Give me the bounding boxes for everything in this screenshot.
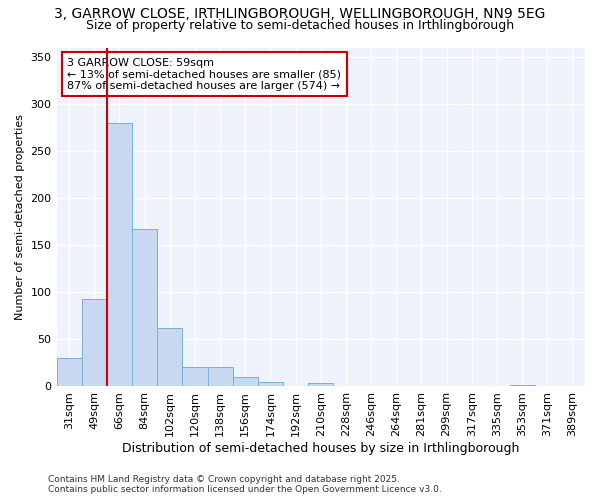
Bar (132, 229, 157, 386)
X-axis label: Distribution of semi-detached houses by size in Irthlingborough: Distribution of semi-detached houses by … (122, 442, 520, 455)
Bar (182, 366, 208, 386)
Bar (509, 384, 535, 386)
Bar (208, 366, 233, 386)
Text: Contains HM Land Registry data © Crown copyright and database right 2025.
Contai: Contains HM Land Registry data © Crown c… (48, 474, 442, 494)
Bar (233, 377, 258, 386)
Bar (258, 382, 283, 386)
Bar (82, 299, 107, 386)
Bar (157, 328, 182, 386)
Bar (56, 358, 82, 386)
Text: Size of property relative to semi-detached houses in Irthlingborough: Size of property relative to semi-detach… (86, 19, 514, 32)
Text: 3, GARROW CLOSE, IRTHLINGBOROUGH, WELLINGBOROUGH, NN9 5EG: 3, GARROW CLOSE, IRTHLINGBOROUGH, WELLIN… (55, 8, 545, 22)
Bar (107, 123, 132, 386)
Text: 3 GARROW CLOSE: 59sqm
← 13% of semi-detached houses are smaller (85)
87% of semi: 3 GARROW CLOSE: 59sqm ← 13% of semi-deta… (67, 58, 341, 91)
Y-axis label: Number of semi-detached properties: Number of semi-detached properties (15, 114, 25, 320)
Bar (308, 382, 334, 386)
